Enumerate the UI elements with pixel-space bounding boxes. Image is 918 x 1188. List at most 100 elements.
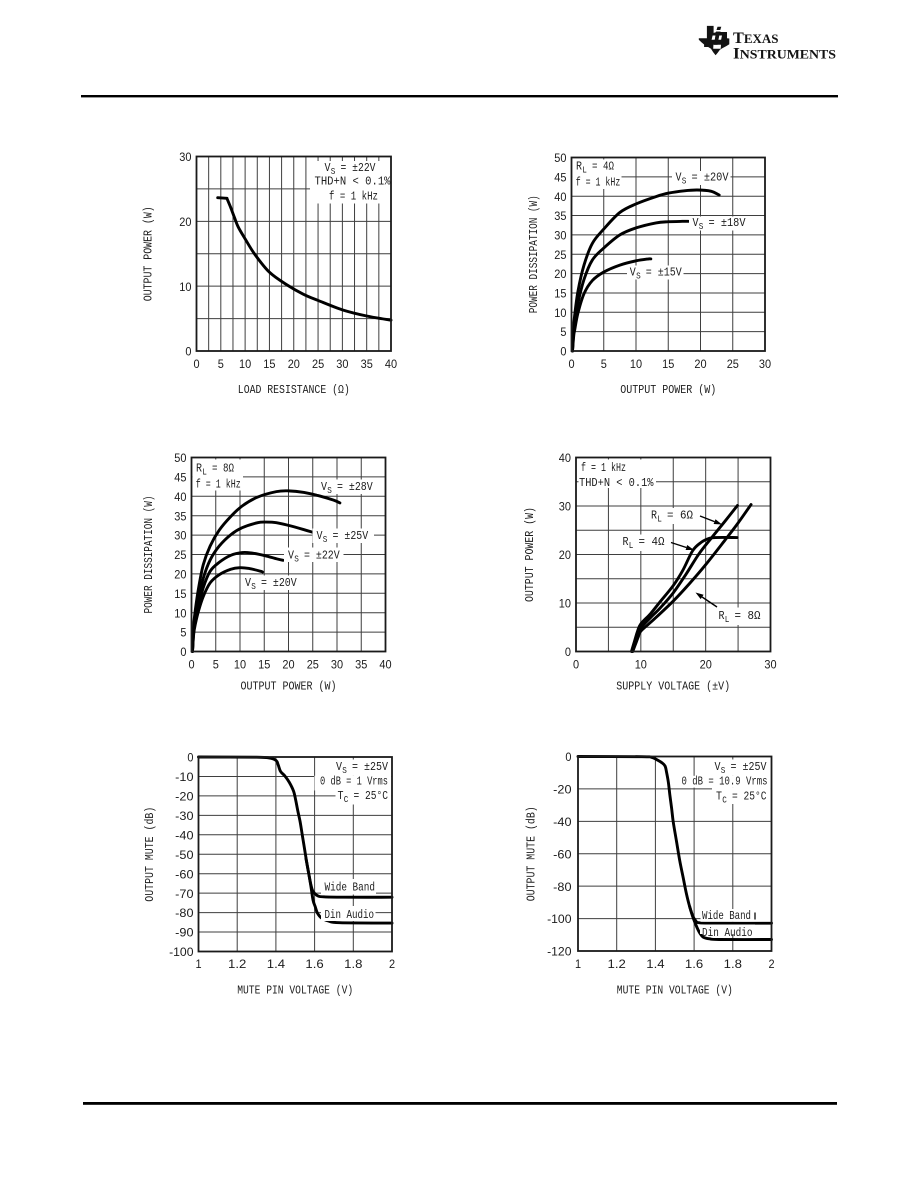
- svg-text:POWER DISSIPATION (W): POWER DISSIPATION (W): [527, 195, 541, 313]
- svg-text:S: S: [699, 222, 704, 232]
- svg-text:R: R: [651, 509, 657, 523]
- svg-text:OUTPUT POWER (W): OUTPUT POWER (W): [142, 206, 156, 301]
- svg-text:= 4Ω: = 4Ω: [639, 535, 665, 549]
- svg-text:1: 1: [575, 957, 581, 971]
- svg-text:20: 20: [288, 357, 300, 371]
- svg-text:20: 20: [282, 658, 294, 672]
- svg-text:20: 20: [559, 548, 571, 562]
- svg-text:f = 1 kHz: f = 1 kHz: [581, 461, 626, 475]
- svg-text:-90: -90: [175, 926, 194, 940]
- svg-text:1.8: 1.8: [724, 957, 743, 971]
- svg-text:35: 35: [174, 509, 186, 523]
- svg-text:30: 30: [331, 658, 343, 672]
- svg-text:0: 0: [180, 645, 186, 659]
- svg-text:15: 15: [263, 357, 275, 371]
- svg-text:2: 2: [768, 957, 774, 971]
- svg-text:OUTPUT POWER (W): OUTPUT POWER (W): [241, 680, 337, 694]
- svg-text:0: 0: [187, 751, 193, 765]
- svg-text:30: 30: [559, 500, 571, 514]
- svg-text:V: V: [288, 549, 295, 563]
- svg-text:30: 30: [759, 357, 771, 371]
- svg-text:1.4: 1.4: [267, 957, 286, 971]
- svg-text:25: 25: [174, 548, 186, 562]
- svg-text:40: 40: [554, 190, 566, 204]
- svg-text:INSTRUMENTS: INSTRUMENTS: [733, 45, 836, 62]
- svg-text:S: S: [294, 555, 299, 565]
- svg-text:R: R: [576, 160, 582, 174]
- svg-text:L: L: [629, 541, 634, 551]
- svg-text:20: 20: [179, 215, 191, 229]
- svg-text:S: S: [331, 167, 336, 177]
- svg-text:10: 10: [234, 658, 246, 672]
- svg-text:35: 35: [355, 658, 367, 672]
- svg-text:THD+N < 0.1%: THD+N < 0.1%: [579, 476, 654, 490]
- svg-text:OUTPUT MUTE (dB): OUTPUT MUTE (dB): [525, 806, 539, 901]
- svg-text:1.8: 1.8: [344, 957, 363, 971]
- svg-text:10: 10: [239, 357, 251, 371]
- svg-text:L: L: [657, 515, 662, 525]
- svg-text:1: 1: [195, 957, 201, 971]
- svg-text:20: 20: [694, 357, 706, 371]
- svg-text:15: 15: [662, 357, 674, 371]
- svg-text:V: V: [630, 265, 637, 279]
- svg-text:THD+N < 0.1%: THD+N < 0.1%: [315, 175, 392, 189]
- svg-text:V: V: [245, 576, 252, 590]
- svg-text:25: 25: [312, 357, 324, 371]
- svg-text:-40: -40: [553, 815, 572, 829]
- svg-text:5: 5: [601, 357, 607, 371]
- svg-text:40: 40: [385, 357, 397, 371]
- svg-text:1.2: 1.2: [228, 957, 247, 971]
- svg-text:0: 0: [565, 645, 571, 659]
- svg-text:V: V: [693, 216, 700, 230]
- svg-text:-70: -70: [175, 887, 194, 901]
- svg-text:V: V: [336, 760, 343, 774]
- svg-text:0: 0: [565, 750, 571, 764]
- svg-text:40: 40: [559, 451, 571, 465]
- svg-text:10: 10: [630, 357, 642, 371]
- svg-text:= ±25V: = ±25V: [333, 529, 369, 543]
- svg-text:10: 10: [179, 280, 191, 294]
- svg-text:S: S: [323, 535, 328, 545]
- svg-text:40: 40: [174, 490, 186, 504]
- svg-text:R: R: [623, 535, 629, 549]
- svg-text:15: 15: [174, 587, 186, 601]
- svg-text:5: 5: [213, 658, 219, 672]
- svg-text:35: 35: [361, 357, 373, 371]
- svg-text:= ±25V: = ±25V: [352, 760, 389, 774]
- svg-text:V: V: [321, 480, 328, 494]
- svg-text:LOAD RESISTANCE (Ω): LOAD RESISTANCE (Ω): [238, 383, 350, 397]
- svg-text:0 dB = 1 Vrms: 0 dB = 1 Vrms: [320, 775, 388, 789]
- svg-text:-100: -100: [547, 912, 572, 926]
- svg-text:f = 1 kHz: f = 1 kHz: [576, 176, 621, 190]
- svg-text:20: 20: [174, 568, 186, 582]
- svg-text:-20: -20: [175, 790, 194, 804]
- svg-text:-30: -30: [175, 809, 194, 823]
- svg-text:-120: -120: [547, 945, 572, 959]
- svg-text:R: R: [196, 462, 202, 476]
- svg-text:45: 45: [174, 471, 186, 485]
- svg-text:= 25°C: = 25°C: [732, 790, 767, 804]
- svg-text:15: 15: [258, 658, 270, 672]
- svg-text:30: 30: [336, 357, 348, 371]
- svg-text:R: R: [719, 609, 725, 623]
- svg-text:0 dB = 10.9 Vrms: 0 dB = 10.9 Vrms: [682, 775, 768, 789]
- svg-text:30: 30: [554, 229, 566, 243]
- svg-text:= ±22V: = ±22V: [341, 161, 377, 175]
- svg-text:-80: -80: [553, 880, 572, 894]
- svg-text:5: 5: [560, 325, 566, 339]
- svg-text:OUTPUT MUTE (dB): OUTPUT MUTE (dB): [143, 807, 157, 902]
- svg-text:35: 35: [554, 209, 566, 223]
- svg-text:TEXAS: TEXAS: [733, 30, 779, 47]
- svg-text:S: S: [327, 486, 332, 496]
- svg-text:= 4Ω: = 4Ω: [592, 160, 614, 174]
- svg-text:= ±15V: = ±15V: [646, 265, 683, 279]
- svg-text:Din Audio: Din Audio: [325, 908, 375, 922]
- svg-text:= ±28V: = ±28V: [337, 480, 373, 494]
- svg-text:V: V: [676, 171, 683, 185]
- svg-text:MUTE PIN VOLTAGE (V): MUTE PIN VOLTAGE (V): [237, 984, 353, 998]
- svg-text:-60: -60: [175, 867, 194, 881]
- svg-text:V: V: [715, 760, 722, 774]
- svg-text:50: 50: [554, 151, 566, 165]
- svg-text:0: 0: [573, 658, 579, 672]
- svg-text:S: S: [721, 766, 726, 776]
